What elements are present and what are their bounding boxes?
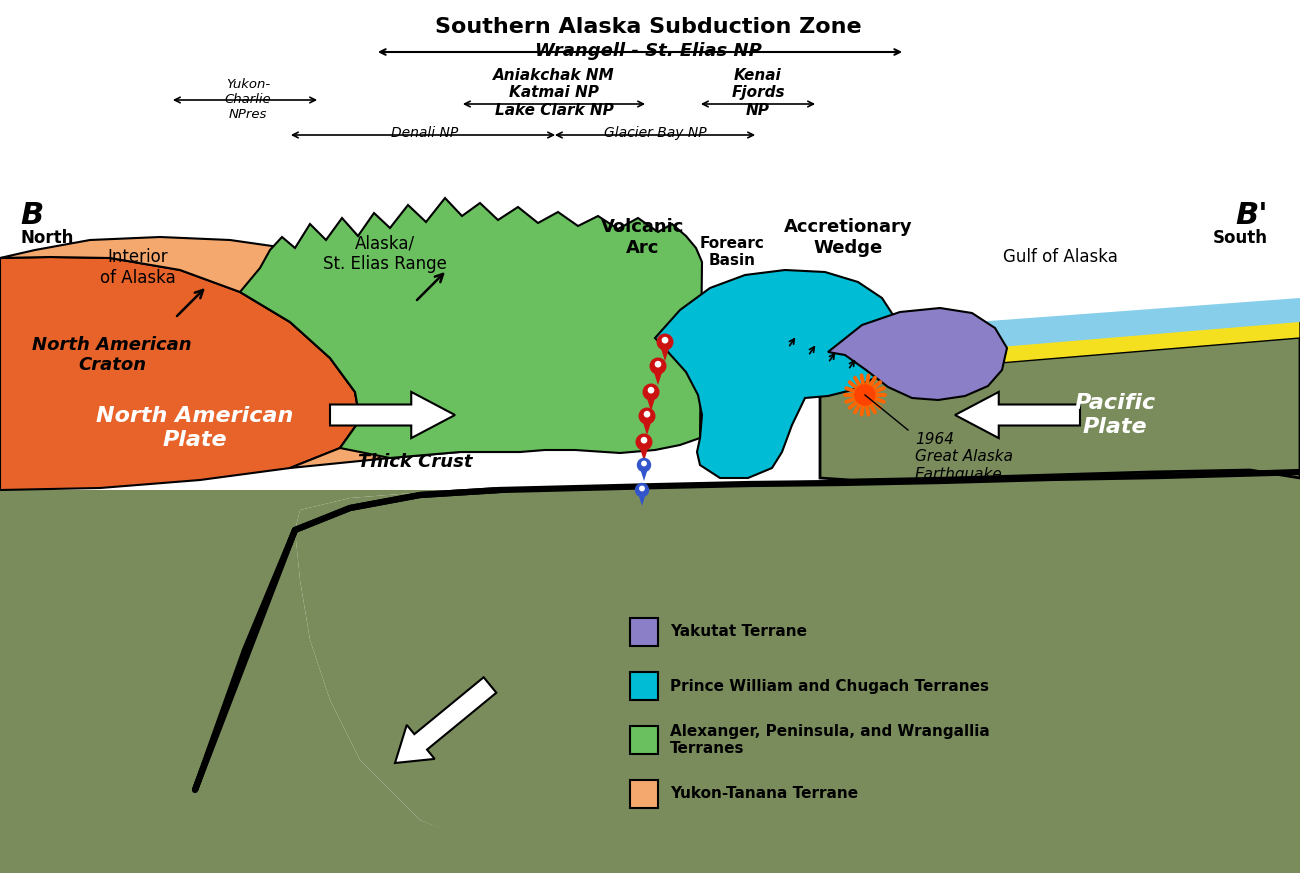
Text: Southern Alaska Subduction Zone: Southern Alaska Subduction Zone <box>434 17 862 37</box>
Polygon shape <box>659 342 671 361</box>
Text: Gulf of Alaska: Gulf of Alaska <box>1002 248 1118 266</box>
Bar <box>630 780 658 808</box>
Polygon shape <box>653 366 664 385</box>
Text: North: North <box>20 229 73 247</box>
Polygon shape <box>820 335 1300 480</box>
Circle shape <box>645 411 650 416</box>
Polygon shape <box>645 392 656 411</box>
Bar <box>630 672 658 700</box>
Text: Forearc
Basin: Forearc Basin <box>699 236 764 268</box>
Text: Interior
of Alaska: Interior of Alaska <box>100 248 176 287</box>
Circle shape <box>640 486 645 491</box>
Circle shape <box>636 434 651 450</box>
Text: Prince William and Chugach Terranes: Prince William and Chugach Terranes <box>670 678 989 693</box>
Text: Pacific
Plate: Pacific Plate <box>1074 394 1156 436</box>
Text: Yukon-Tanana Terrane: Yukon-Tanana Terrane <box>670 787 858 801</box>
Text: Yukon-
Charlie
NPres: Yukon- Charlie NPres <box>225 78 272 121</box>
Circle shape <box>855 385 875 405</box>
Circle shape <box>650 358 666 374</box>
Text: Volcanic
Arc: Volcanic Arc <box>602 218 685 257</box>
Text: 1964
Great Alaska
Earthquake: 1964 Great Alaska Earthquake <box>915 432 1013 482</box>
Polygon shape <box>828 308 1008 400</box>
Polygon shape <box>637 490 647 506</box>
Circle shape <box>644 384 659 400</box>
Text: Alexanger, Peninsula, and Wrangallia
Terranes: Alexanger, Peninsula, and Wrangallia Ter… <box>670 724 989 756</box>
Text: Aniakchak NM
Katmai NP
Lake Clark NP: Aniakchak NM Katmai NP Lake Clark NP <box>493 68 615 118</box>
Polygon shape <box>0 237 540 468</box>
Circle shape <box>637 458 650 471</box>
Text: North American
Plate: North American Plate <box>96 407 294 450</box>
Text: B': B' <box>1235 201 1268 230</box>
Polygon shape <box>240 198 702 458</box>
Text: Glacier Bay NP: Glacier Bay NP <box>603 126 706 140</box>
Text: North American
Craton: North American Craton <box>32 335 192 375</box>
Text: Wrangell - St. Elias NP: Wrangell - St. Elias NP <box>534 42 762 60</box>
Circle shape <box>636 484 649 497</box>
Polygon shape <box>0 468 1300 873</box>
Bar <box>630 618 658 646</box>
Polygon shape <box>840 298 1300 363</box>
Polygon shape <box>940 320 1300 368</box>
Polygon shape <box>0 257 360 490</box>
Text: Yakutat Terrane: Yakutat Terrane <box>670 624 807 640</box>
Circle shape <box>658 334 673 350</box>
Text: B: B <box>20 201 43 230</box>
Circle shape <box>663 338 668 343</box>
Polygon shape <box>638 442 650 461</box>
Circle shape <box>649 388 654 393</box>
FancyArrow shape <box>956 392 1080 438</box>
FancyArrow shape <box>395 677 497 763</box>
Text: South: South <box>1213 229 1268 247</box>
Circle shape <box>641 437 646 443</box>
Text: Alaska/
St. Elias Range: Alaska/ St. Elias Range <box>324 234 447 272</box>
Circle shape <box>642 461 646 465</box>
Circle shape <box>640 409 655 423</box>
Text: Denali NP: Denali NP <box>391 126 459 140</box>
FancyArrow shape <box>330 392 455 438</box>
Text: Accretionary
Wedge: Accretionary Wedge <box>784 218 913 257</box>
Text: Kenai
Fjords
NP: Kenai Fjords NP <box>731 68 785 118</box>
Polygon shape <box>295 468 1300 873</box>
Text: Thick Crust: Thick Crust <box>358 453 472 471</box>
Polygon shape <box>641 416 653 436</box>
Polygon shape <box>640 465 649 481</box>
Bar <box>630 726 658 754</box>
Circle shape <box>655 361 660 367</box>
Polygon shape <box>655 270 898 478</box>
